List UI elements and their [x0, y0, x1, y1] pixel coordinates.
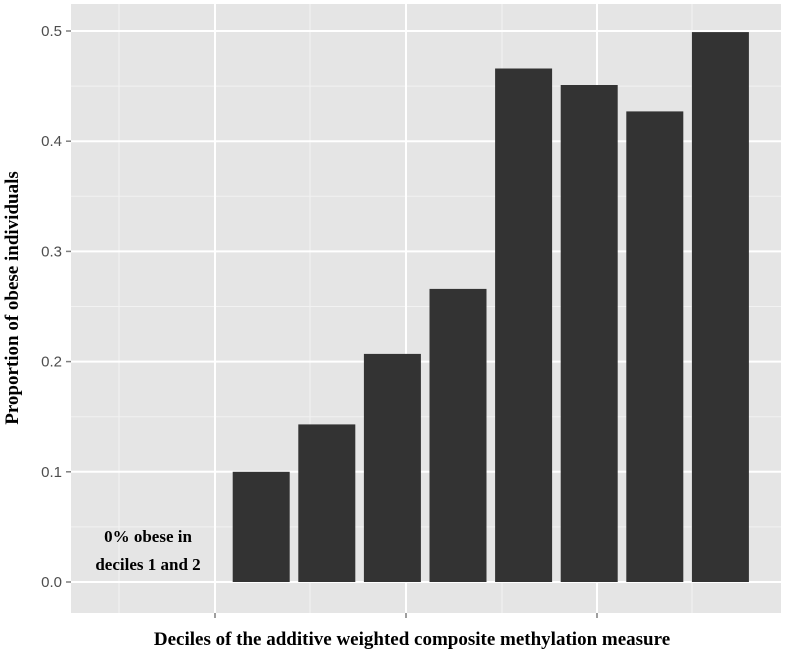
- y-tick-label: 0.4: [41, 133, 62, 150]
- y-tick-label: 0.0: [41, 574, 62, 591]
- bars: [232, 32, 749, 583]
- annotation-line-2: deciles 1 and 2: [95, 555, 200, 574]
- bar-decile-4: [298, 424, 356, 582]
- y-tick-label: 0.1: [41, 464, 62, 481]
- annotation-line-1: 0% obese in: [104, 527, 192, 546]
- y-tick-label: 0.2: [41, 354, 62, 371]
- bar-decile-6: [429, 288, 487, 582]
- bar-decile-7: [495, 68, 553, 582]
- y-axis-ticks: 0.0 0.1 0.2 0.3 0.4 0.5: [41, 23, 71, 591]
- bar-decile-3: [232, 471, 290, 582]
- bar-decile-8: [560, 85, 618, 582]
- bar-decile-9: [626, 111, 684, 583]
- bar-decile-5: [363, 353, 421, 582]
- y-tick-label: 0.3: [41, 243, 62, 260]
- y-axis-title: Proportion of obese individuals: [2, 171, 23, 425]
- x-axis-title: Deciles of the additive weighted composi…: [154, 629, 670, 650]
- y-tick-label: 0.5: [41, 23, 62, 40]
- x-axis-ticks: [214, 613, 598, 618]
- bar-decile-10: [691, 32, 749, 583]
